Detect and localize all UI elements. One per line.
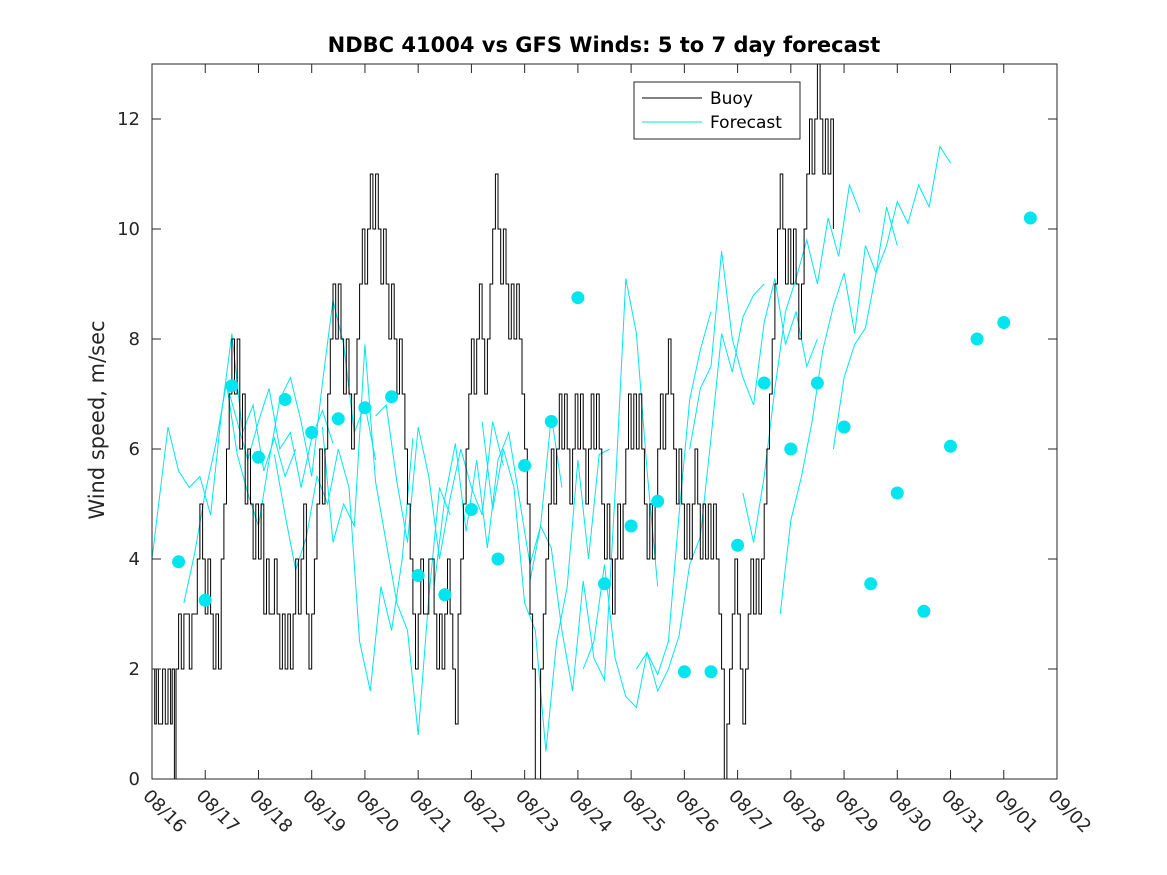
forecast-marker <box>704 665 718 679</box>
forecast-marker <box>225 379 239 393</box>
forecast-run-line <box>529 278 659 692</box>
forecast-marker <box>491 552 505 566</box>
forecast-marker <box>837 420 851 434</box>
forecast-marker <box>890 486 904 500</box>
y-tick-label: 12 <box>117 109 140 130</box>
y-axis: 0 2 4 6 8 10 12 <box>117 109 1057 790</box>
buoy-line <box>152 64 834 779</box>
y-tick-label: 2 <box>129 659 140 680</box>
legend-buoy-label: Buoy <box>710 89 753 109</box>
forecast-run-line <box>742 183 861 543</box>
forecast-marker <box>997 316 1011 329</box>
forecast-marker <box>864 577 878 591</box>
forecast-marker <box>172 555 186 569</box>
forecast-run-line <box>152 333 297 560</box>
forecast-marker <box>438 588 452 602</box>
plot-frame <box>151 63 1058 780</box>
forecast-marker <box>358 401 372 415</box>
y-tick-label: 10 <box>117 219 140 240</box>
forecast-run-line <box>779 206 898 615</box>
forecast-run-line <box>183 382 334 604</box>
y-tick-label: 0 <box>129 769 140 790</box>
forecast-marker <box>544 415 558 428</box>
chart-title: NDBC 41004 vs GFS Winds: 5 to 7 day fore… <box>328 33 881 57</box>
forecast-marker <box>624 519 638 533</box>
forecast-run-line <box>375 403 504 560</box>
y-axis-label: Wind speed, m/sec <box>85 320 109 519</box>
forecast-marker <box>731 538 745 552</box>
forecast-marker <box>411 569 425 582</box>
forecast-marker <box>810 376 824 390</box>
forecast-marker <box>651 494 665 508</box>
forecast-marker <box>944 439 957 453</box>
forecast-marker <box>198 593 212 607</box>
y-tick-label: 4 <box>129 549 140 570</box>
forecast-marker <box>464 503 478 516</box>
forecast-run-line <box>481 421 611 752</box>
forecast-marker <box>305 426 319 439</box>
forecast-marker <box>784 442 798 456</box>
forecast-marker <box>385 390 399 404</box>
forecast-markers <box>172 211 1037 679</box>
forecast-marker <box>331 412 345 426</box>
forecast-marker <box>970 332 984 346</box>
y-tick-label: 6 <box>129 439 140 460</box>
forecast-marker <box>757 376 771 390</box>
legend-forecast-label: Forecast <box>710 113 782 133</box>
y-tick-label: 8 <box>129 329 140 350</box>
forecast-marker <box>252 450 265 464</box>
forecast-marker <box>1023 211 1037 225</box>
legend: Buoy Forecast <box>633 81 801 140</box>
forecast-run-line <box>689 250 818 450</box>
forecast-marker <box>278 393 292 406</box>
buoy-series-line <box>152 64 834 779</box>
forecast-run-line <box>832 145 951 450</box>
forecast-marker <box>598 577 611 591</box>
forecast-marker <box>917 604 931 618</box>
forecast-marker <box>571 291 585 305</box>
forecast-marker <box>677 665 691 679</box>
forecast-marker <box>518 459 532 472</box>
forecast-run-line <box>273 437 414 692</box>
legend-box <box>633 81 801 140</box>
